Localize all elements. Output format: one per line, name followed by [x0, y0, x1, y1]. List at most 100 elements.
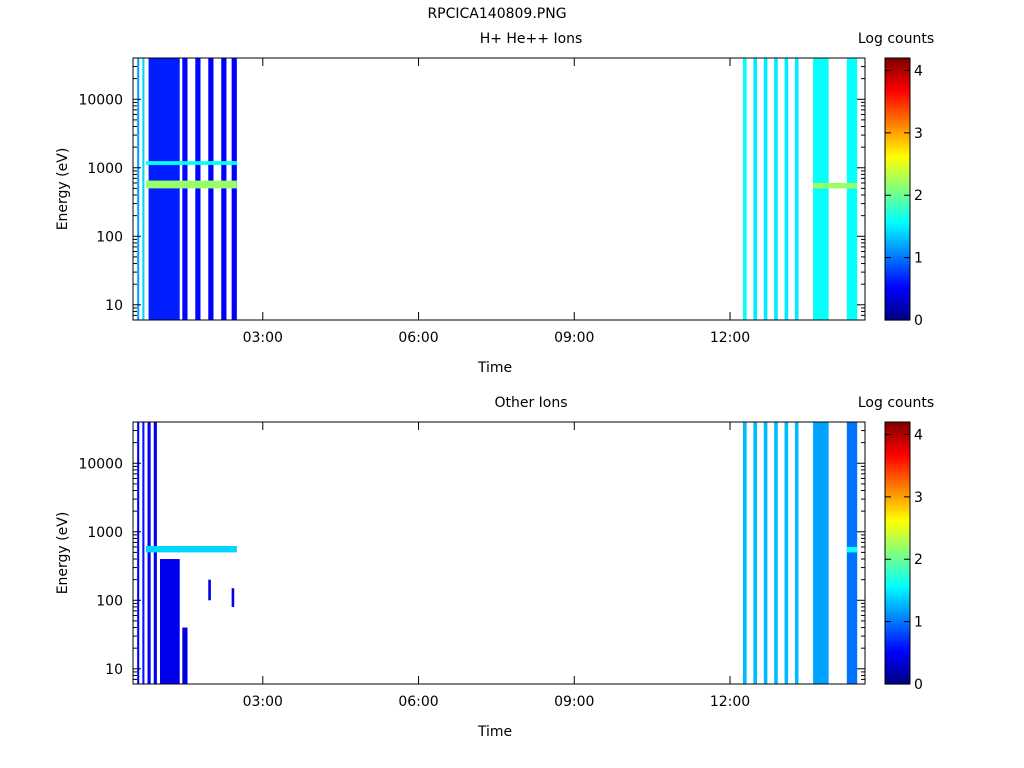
colorbar-swatch	[885, 592, 910, 596]
colorbar: 0 1 2 3 4 Log counts	[858, 31, 934, 329]
colorbar-swatch	[885, 291, 910, 295]
colorbar-swatch	[885, 594, 910, 598]
spectrogram-band	[221, 58, 227, 320]
colorbar-swatch	[885, 280, 910, 284]
colorbar-swatch	[885, 210, 910, 214]
colorbar-swatch	[885, 640, 910, 644]
x-axis-label: Time	[477, 360, 512, 376]
colorbar-swatch	[885, 609, 910, 613]
colorbar-swatch	[885, 664, 910, 668]
colorbar-swatch	[885, 226, 910, 229]
colorbar-tick-label: 1	[914, 251, 923, 267]
colorbar-swatch	[885, 446, 910, 449]
colorbar-swatch	[885, 625, 910, 628]
colorbar-swatch	[885, 71, 910, 74]
colorbar-swatch	[885, 158, 910, 162]
colorbar-swatch	[885, 472, 910, 475]
spectrogram-band	[846, 546, 858, 553]
colorbar-swatch	[885, 577, 910, 580]
colorbar-swatch	[885, 66, 910, 70]
colorbar-swatch	[885, 223, 910, 227]
colorbar-swatch	[885, 237, 910, 240]
spectrogram-band	[153, 422, 157, 684]
colorbar-swatch	[885, 282, 910, 286]
colorbar-swatch	[885, 535, 910, 539]
spectrogram-band	[182, 58, 188, 320]
colorbar-swatch	[885, 487, 910, 491]
colorbar-swatch	[885, 234, 910, 238]
colorbar-swatch	[885, 60, 910, 63]
colorbar-swatch	[885, 653, 910, 657]
colorbar-swatch	[885, 208, 910, 212]
colorbar-swatch	[885, 579, 910, 582]
colorbar-swatch	[885, 515, 910, 519]
colorbar-swatch	[885, 195, 910, 199]
colorbar-swatch	[885, 531, 910, 534]
colorbar-swatch	[885, 524, 910, 528]
colorbar-swatch	[885, 548, 910, 552]
colorbar-swatch	[885, 452, 910, 456]
colorbar-swatch	[885, 175, 910, 179]
colorbar-swatch	[885, 217, 910, 221]
spectrogram-band	[195, 58, 201, 320]
colorbar-tick-label: 2	[914, 188, 923, 204]
spectrogram-band	[743, 58, 747, 320]
colorbar-swatch	[885, 561, 910, 565]
y-tick-label: 1000	[87, 525, 123, 541]
spectrogram-band	[774, 58, 778, 320]
y-tick-label: 10000	[78, 92, 123, 108]
colorbar-label: Log counts	[858, 31, 934, 47]
colorbar-swatch	[885, 463, 910, 467]
colorbar-swatch	[885, 555, 910, 558]
colorbar-swatch	[885, 75, 910, 79]
colorbar-swatch	[885, 583, 910, 587]
colorbar-swatch	[885, 585, 910, 589]
colorbar-swatch	[885, 145, 910, 149]
colorbar-swatch	[885, 164, 910, 168]
colorbar-swatch	[885, 474, 910, 478]
colorbar-swatch	[885, 528, 910, 532]
colorbar-swatch	[885, 491, 910, 495]
colorbar-swatch	[885, 73, 910, 77]
colorbar-swatch	[885, 313, 910, 317]
colorbar-swatch	[885, 252, 910, 256]
spectrogram-band	[784, 58, 789, 320]
colorbar-swatch	[885, 544, 910, 548]
colorbar-swatch	[885, 261, 910, 264]
colorbar-swatch	[885, 77, 910, 81]
spectrogram-band	[137, 422, 140, 684]
x-tick-label: 12:00	[710, 330, 750, 346]
spectrogram-band	[145, 545, 237, 553]
colorbar-swatch	[885, 95, 910, 98]
colorbar-tick-label: 0	[914, 313, 923, 329]
spectrogram-band	[846, 422, 858, 684]
colorbar-swatch	[885, 598, 910, 602]
colorbar-swatch	[885, 504, 910, 508]
colorbar-swatch	[885, 215, 910, 218]
colorbar-swatch	[885, 642, 910, 646]
colorbar-frame	[884, 57, 911, 321]
colorbar-swatch	[885, 511, 910, 515]
x-tick-label: 03:00	[243, 694, 283, 710]
colorbar-swatch	[885, 112, 910, 116]
y-tick-label: 100	[96, 593, 123, 609]
colorbar-swatch	[885, 108, 910, 111]
colorbar-swatch	[885, 587, 910, 591]
colorbar-swatch	[885, 199, 910, 203]
colorbar-swatch	[885, 230, 910, 234]
colorbar-swatch	[885, 239, 910, 242]
colorbar-swatch	[885, 507, 910, 510]
spectrogram-band	[763, 58, 768, 320]
spectrogram-band	[137, 58, 140, 320]
colorbar-swatch	[885, 309, 910, 312]
colorbar-swatch	[885, 426, 910, 430]
y-tick-label: 10	[105, 298, 123, 314]
colorbar-swatch	[885, 197, 910, 201]
colorbar-swatch	[885, 263, 910, 267]
colorbar-swatch	[885, 304, 910, 308]
spectrogram-band	[182, 627, 188, 684]
colorbar-swatch	[885, 178, 910, 181]
spectrogram-band	[813, 58, 829, 320]
spectrogram-band	[784, 422, 789, 684]
